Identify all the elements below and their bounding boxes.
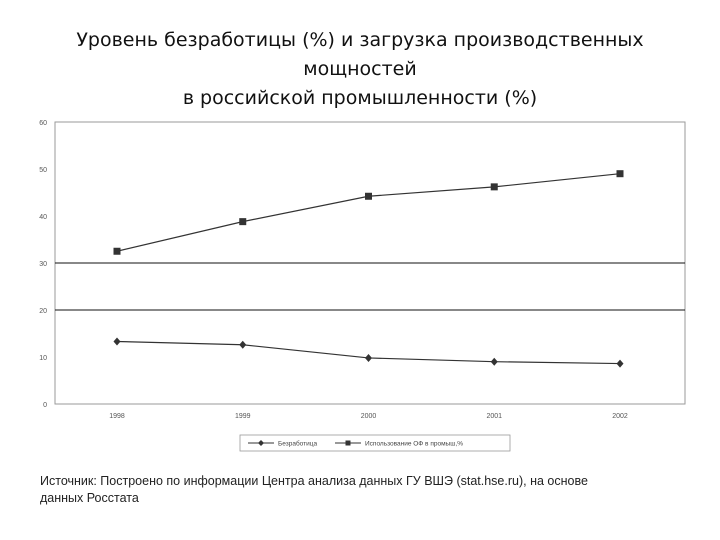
x-tick-label: 2000	[361, 413, 377, 420]
source-note: Источник: Построено по информации Центра…	[40, 473, 680, 507]
y-tick-label: 40	[39, 214, 47, 221]
y-tick-label: 20	[39, 308, 47, 315]
source-line-2: данных Росстата	[40, 491, 139, 505]
data-point	[616, 359, 624, 368]
legend-label: Использование ОФ в промыш,%	[365, 441, 463, 448]
data-point	[113, 337, 121, 346]
legend-label: Безработица	[278, 440, 317, 448]
x-tick-label: 2002	[612, 413, 628, 420]
source-line-1: Источник: Построено по информации Центра…	[40, 474, 588, 488]
legend-marker	[345, 440, 351, 446]
y-tick-label: 10	[39, 355, 47, 362]
line-chart: 60 50 40 30 20 10 0 1998 1999 2000 2001 2002 Безрабо…	[39, 120, 686, 452]
data-point	[113, 247, 121, 255]
data-point	[616, 170, 624, 178]
data-point	[365, 353, 372, 362]
data-point	[239, 340, 247, 349]
title-line-2: мощностей	[303, 58, 417, 80]
x-tick-label: 1999	[235, 413, 251, 420]
data-point	[490, 183, 498, 191]
data-point	[239, 218, 247, 226]
y-tick-label: 0	[43, 402, 47, 409]
title-line-3: в российской промышленности (%)	[182, 87, 538, 109]
y-tick-label: 50	[39, 167, 47, 174]
x-tick-label: 2001	[486, 413, 502, 420]
chart-title: Уровень безработицы (%) и загрузка произ…	[0, 26, 720, 113]
y-tick-label: 60	[39, 120, 47, 127]
y-tick-label: 30	[39, 261, 47, 268]
legend-box	[239, 434, 511, 452]
data-point	[365, 192, 372, 200]
title-line-1: Уровень безработицы (%) и загрузка произ…	[76, 29, 644, 51]
x-tick-label: 1998	[109, 413, 125, 420]
legend-marker	[258, 440, 264, 446]
data-point	[490, 357, 498, 366]
